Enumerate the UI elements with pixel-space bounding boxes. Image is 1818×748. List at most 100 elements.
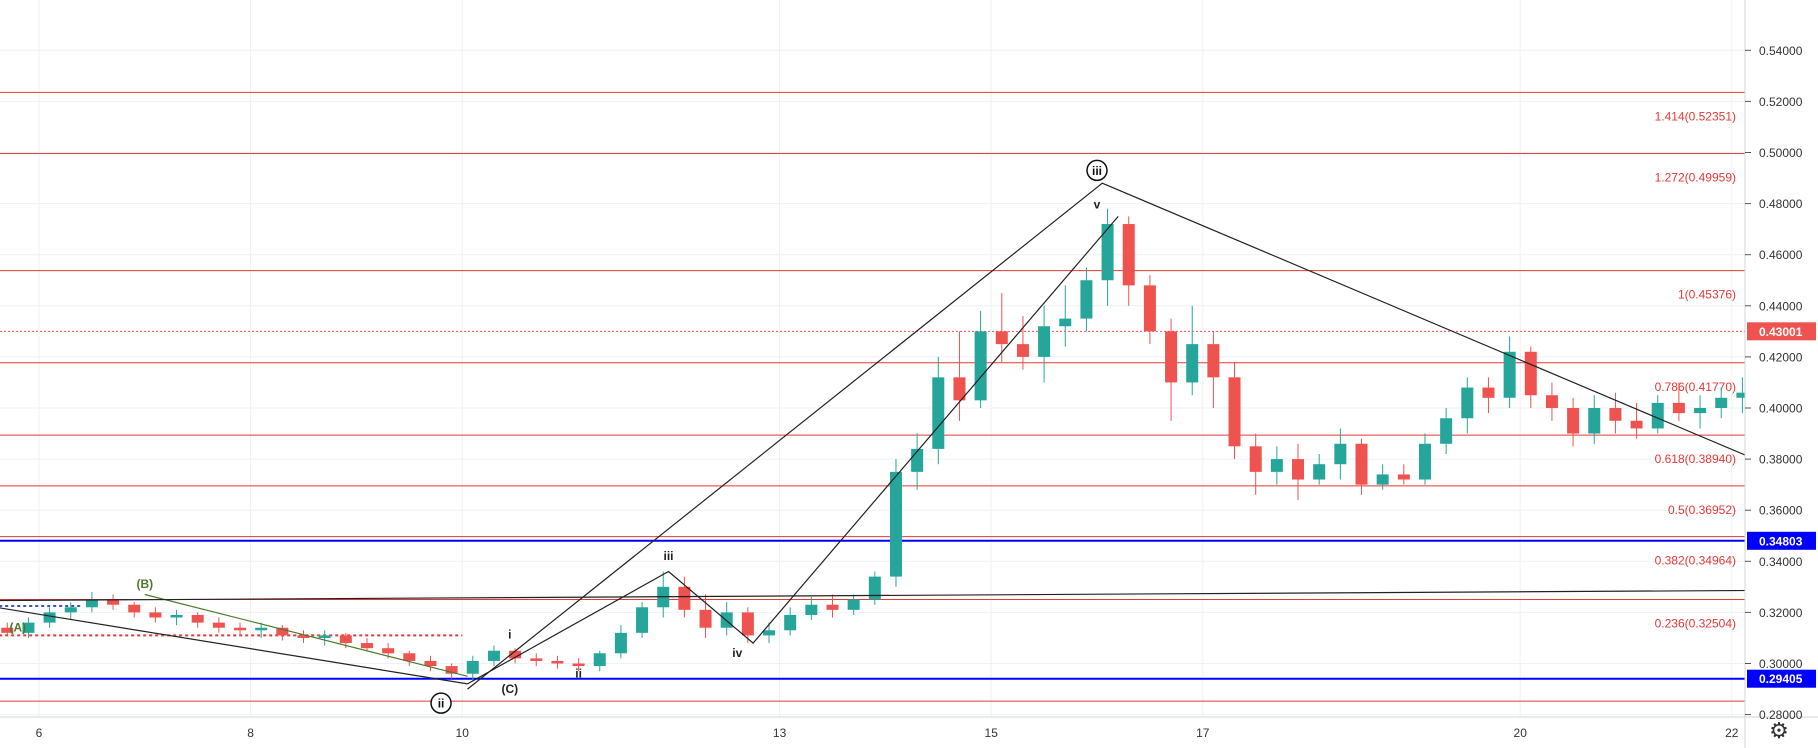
- y-tick-label: 0.36000: [1759, 504, 1803, 518]
- x-tick-label: 20: [1514, 726, 1528, 740]
- candle: [1059, 318, 1072, 327]
- candle: [360, 643, 373, 649]
- candle: [1715, 397, 1728, 408]
- candle: [43, 612, 56, 623]
- y-axis-panel: [1745, 0, 1818, 748]
- candle: [636, 607, 649, 633]
- candle: [1376, 474, 1389, 485]
- x-tick-label: 13: [773, 726, 787, 740]
- candle: [847, 599, 860, 610]
- candle: [424, 660, 437, 667]
- candle: [445, 666, 458, 674]
- price-tag-label: 0.29405: [1759, 672, 1803, 686]
- candles: [1, 208, 1812, 682]
- wave-label-circled: ii: [438, 697, 445, 711]
- candle: [234, 627, 247, 631]
- candle: [107, 599, 120, 605]
- candle: [1355, 443, 1368, 485]
- y-tick-label: 0.46000: [1759, 248, 1803, 262]
- y-tick-label: 0.28000: [1759, 708, 1803, 722]
- wave-label: iv: [732, 646, 742, 660]
- candle: [1313, 464, 1326, 480]
- candle: [1186, 344, 1199, 383]
- price-tag: [1747, 669, 1816, 688]
- candle: [1228, 377, 1241, 447]
- candle: [614, 632, 627, 654]
- wave-label: (A): [10, 621, 27, 635]
- candle: [1630, 420, 1643, 429]
- candle: [297, 635, 310, 638]
- fib-levels: 1.414(0.52351) 1.272(0.49959) 1(0.45376) 0.…: [0, 91, 1745, 732]
- x-tick-label: 6: [36, 726, 43, 740]
- fib-label: 0.382(0.34964): [1655, 554, 1736, 568]
- candle: [1503, 351, 1516, 398]
- candle: [1567, 408, 1580, 434]
- x-tick-label: 8: [247, 726, 254, 740]
- candle: [593, 653, 606, 667]
- candle: [85, 599, 98, 608]
- trend-lines: [0, 182, 1818, 690]
- wave-label: iii: [664, 549, 674, 563]
- candle: [1, 627, 14, 633]
- y-tick-label: 0.38000: [1759, 453, 1803, 467]
- candle: [1397, 474, 1410, 480]
- y-tick-label: 0.44000: [1759, 299, 1803, 313]
- wave-circle: [1086, 159, 1108, 182]
- candle: [1207, 344, 1220, 378]
- candle: [509, 650, 522, 659]
- candle: [1016, 344, 1029, 357]
- y-tick-label: 0.34000: [1759, 555, 1803, 569]
- candle: [911, 448, 924, 472]
- horizontal-lines: [0, 330, 1745, 680]
- candle: [1334, 443, 1347, 465]
- price-tag-label: 0.43001: [1759, 325, 1803, 339]
- candle: [191, 614, 204, 623]
- price-tag: [1747, 531, 1816, 550]
- candle: [339, 635, 352, 644]
- candle: [22, 622, 35, 633]
- candle: [530, 658, 543, 661]
- candle: [1651, 402, 1664, 429]
- candle: [1080, 280, 1093, 319]
- candle: [1038, 326, 1051, 357]
- fib-label: 1.414(0.52351): [1655, 109, 1736, 123]
- trend-line: [467, 182, 1818, 690]
- trend-line: [0, 589, 1818, 602]
- gear-icon[interactable]: ⚙: [1769, 719, 1789, 744]
- y-tick-label: 0.54000: [1759, 44, 1803, 58]
- candle: [699, 609, 712, 628]
- candle: [551, 660, 564, 664]
- candle: [1143, 285, 1156, 332]
- fib-label: 0.5(0.36952): [1668, 503, 1736, 517]
- fib-label: 0.236(0.32504): [1655, 617, 1736, 631]
- price-tag: [1747, 322, 1816, 341]
- candle: [382, 648, 395, 654]
- y-tick-label: 0.40000: [1759, 402, 1803, 416]
- candle: [487, 650, 500, 661]
- candle: [1440, 418, 1453, 444]
- candle: [403, 653, 416, 661]
- candle: [1482, 387, 1495, 398]
- trend-line: [467, 216, 1119, 685]
- candle: [1588, 408, 1601, 434]
- candle: [1270, 459, 1283, 472]
- wave-label: (B): [136, 577, 153, 591]
- candle: [995, 331, 1008, 345]
- candle: [932, 377, 945, 449]
- candle: [953, 377, 966, 401]
- y-tick-label: 0.30000: [1759, 657, 1803, 671]
- y-tick-label: 0.50000: [1759, 146, 1803, 160]
- candle: [255, 627, 268, 631]
- candle: [805, 604, 818, 615]
- y-tick-label: 0.52000: [1759, 95, 1803, 109]
- y-tick-label: 0.48000: [1759, 197, 1803, 211]
- candle: [763, 630, 776, 636]
- wave-label: (C): [501, 682, 518, 696]
- x-tick-label: 22: [1725, 726, 1739, 740]
- fib-label: 0.786(0.41770): [1655, 380, 1736, 394]
- candle: [678, 586, 691, 610]
- wave-label-circled: iii: [1092, 164, 1102, 178]
- candle: [1609, 408, 1622, 421]
